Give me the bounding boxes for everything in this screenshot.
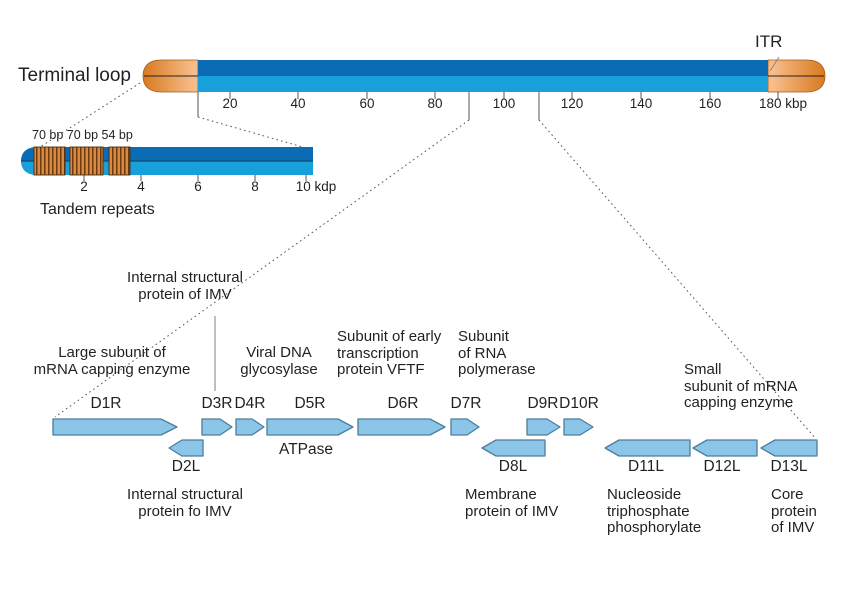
gene-arrow-d1r [52,418,178,436]
genome-scale-ticks [229,92,779,99]
itr-pointer-line [769,56,780,72]
annotation-internal-structural-top: Internal structural protein of IMV [127,269,243,303]
atpase-label: ATPase [279,441,333,458]
gene-label-d1r: D1R [90,395,122,412]
repeat-sizes-label: 70 bp 70 bp 54 bp [32,128,133,142]
genome-tick-80: 80 [427,96,443,111]
gene-label-d2l: D2L [171,458,201,475]
terminal-loop-label: Terminal loop [18,65,131,86]
gene-label-d5r: D5R [294,395,326,412]
gene-label-d7r: D7R [450,395,482,412]
tandem-scale-ticks [83,175,307,181]
repeat-block-54bp [108,146,131,176]
gene-arrow-d3r [201,418,233,436]
bottom-strand [198,76,768,92]
genome-tick-180kbp: 180 kbp [758,96,808,111]
gene-map-connectors [54,92,817,440]
genome-tick-100: 100 [492,96,516,111]
annotation-large-subunit-mrna: Large subunit of mRNA capping enzyme [33,344,191,378]
connector-right-diagonal [538,119,817,440]
gene-arrow-d11l [604,439,691,457]
annotation-nucleoside-triphosphate: Nucleoside triphosphate phosphorylate [607,486,702,536]
genome-tick-40: 40 [290,96,306,111]
tandem-tick-8: 8 [251,179,259,194]
annotation-internal-structural-bottom: Internal structural protein fo IMV [127,486,243,520]
annotation-rna-polymerase: Subunit of RNA polymerase [458,328,536,378]
gene-label-d4r: D4R [234,395,266,412]
tandem-repeat-bar [21,146,313,181]
gene-arrow-d2l [168,439,204,457]
gene-label-d3r: D3R [201,395,233,412]
gene-arrow-d12l [692,439,758,457]
connector-terminal-loop [36,82,141,150]
annotation-membrane-protein: Membrane protein of IMV [465,486,559,520]
tandem-tick-10kdp: 10 kdp [295,179,337,194]
repeat-block-70bp-2 [69,146,104,176]
tandem-tick-6: 6 [194,179,202,194]
top-strand [198,60,768,76]
annotation-early-transcription: Subunit of early transcription protein V… [337,328,442,378]
genome-bar [142,56,826,99]
gene-label-d11l: D11L [628,458,664,475]
gene-arrow-d8l [481,439,546,457]
gene-arrow-d10r [563,418,594,436]
gene-arrow-d5r [266,418,354,436]
gene-label-d10r: D10R [559,395,599,412]
tandem-inset-connectors [36,82,307,150]
gene-label-d12l: D12L [703,458,741,475]
tandem-repeats-caption: Tandem repeats [40,201,155,218]
genome-tick-140: 140 [629,96,653,111]
annotation-small-subunit-mrna: Small subunit of mRNA capping enzyme [684,361,798,411]
genome-tick-160: 160 [698,96,722,111]
gene-label-d8l: D8L [498,458,528,475]
gene-label-d13l: D13L [770,458,808,475]
genome-tick-20: 20 [222,96,238,111]
gene-arrows [52,418,818,457]
gene-arrow-d9r [526,418,561,436]
gene-arrow-d7r [450,418,480,436]
gene-arrow-d6r [357,418,446,436]
annotation-core-protein: Core protein of IMV [771,486,817,536]
gene-label-d9r: D9R [527,395,559,412]
annotation-viral-dna-glycosylase: Viral DNA glycosylase [240,344,318,378]
genome-tick-60: 60 [359,96,375,111]
connector-left-diagonal [54,119,470,418]
itr-label: ITR [755,32,783,51]
gene-arrow-d4r [235,418,265,436]
connector-zero-diagonal [197,116,307,149]
tandem-tick-2: 2 [80,179,88,194]
gene-label-d6r: D6R [387,395,419,412]
repeat-block-70bp-1 [33,146,66,176]
tandem-tick-4: 4 [137,179,145,194]
gene-arrow-d13l [760,439,818,457]
genome-tick-120: 120 [560,96,584,111]
